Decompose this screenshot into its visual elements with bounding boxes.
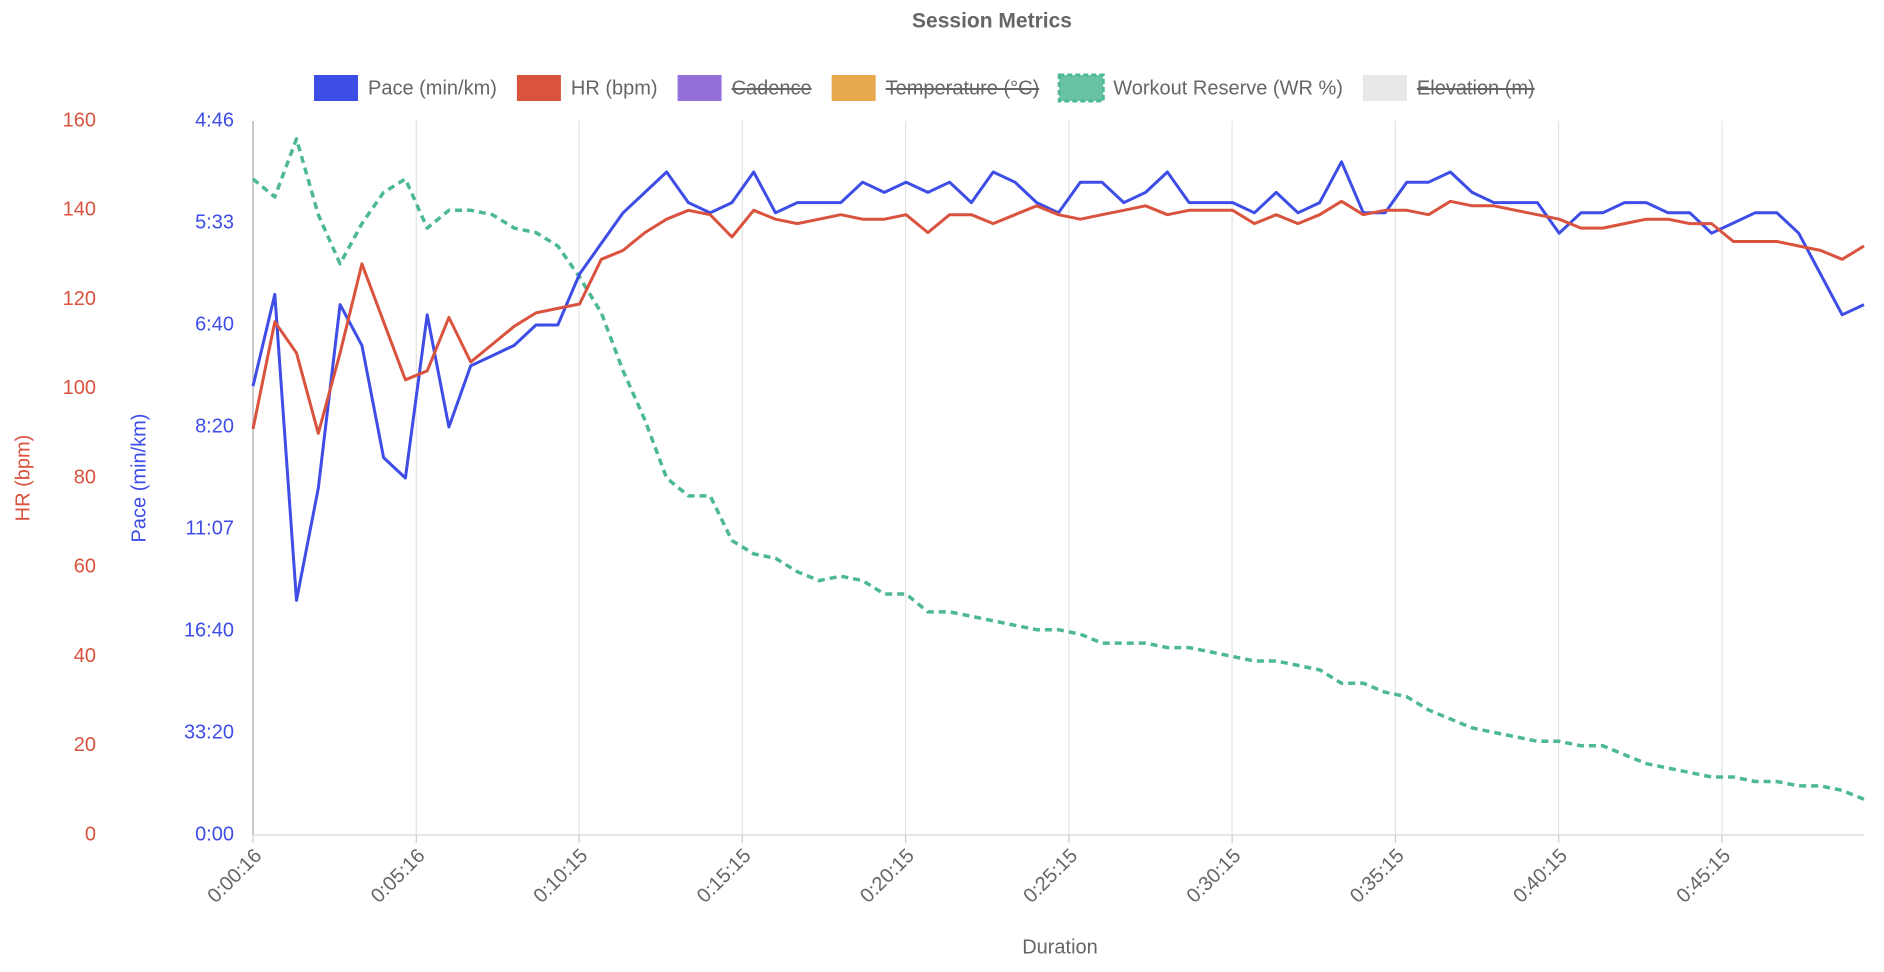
x-tick-label: 0:20:15 [856, 845, 919, 908]
y2-tick-label: 120 [63, 288, 96, 310]
x-tick-label: 0:30:15 [1183, 845, 1246, 908]
legend-label: Workout Reserve (WR %) [1113, 77, 1343, 99]
legend-swatch [516, 75, 561, 101]
legend-item: Cadence [677, 75, 812, 101]
x-tick-label: 0:40:15 [1509, 845, 1572, 908]
y2-axis-title: HR (bpm) [12, 435, 34, 522]
legend-item: Temperature (°C) [831, 75, 1040, 101]
y-tick-label: 8:20 [195, 415, 234, 437]
series-line [251, 160, 1865, 602]
y2-tick-label: 160 [63, 109, 96, 131]
x-tick-label: 0:25:15 [1019, 845, 1082, 908]
y-tick-label: 11:07 [185, 517, 234, 539]
legend-item: Pace (min/km) [314, 75, 497, 101]
y-tick-label: 6:40 [195, 313, 234, 335]
legend-item: HR (bpm) [516, 75, 658, 101]
y2-tick-label: 80 [74, 466, 96, 488]
legend-swatch [314, 75, 358, 101]
series-line [251, 137, 1865, 801]
y-tick-label: 0:00 [195, 823, 234, 845]
y2-tick-label: 20 [74, 734, 96, 756]
legend-label: Pace (min/km) [368, 77, 497, 99]
y2-tick-label: 100 [63, 377, 96, 399]
y-tick-label: 33:20 [184, 721, 234, 743]
legend-swatch [677, 75, 722, 101]
y2-tick-label: 40 [74, 645, 96, 667]
y2-tick-label: 140 [63, 199, 96, 221]
x-tick-label: 0:45:15 [1672, 845, 1735, 908]
y-tick-label: 4:46 [195, 109, 234, 131]
legend-item: Elevation (m) [1362, 75, 1535, 101]
x-tick-label: 0:00:16 [204, 845, 267, 908]
series-line [251, 199, 1865, 435]
legend-swatch [1362, 75, 1407, 101]
y2-tick-label: 60 [74, 556, 96, 578]
legend-item: Workout Reserve (WR %) [1057, 73, 1343, 103]
legend-swatch [831, 75, 876, 101]
x-tick-label: 0:10:15 [530, 845, 593, 908]
legend-label: HR (bpm) [571, 77, 658, 99]
legend-swatch [1057, 73, 1105, 103]
x-tick-label: 0:35:15 [1346, 845, 1409, 908]
y-tick-label: 16:40 [184, 619, 234, 641]
y2-tick-label: 0 [85, 823, 96, 845]
x-tick-label: 0:05:16 [367, 845, 430, 908]
x-axis-title: Duration [1022, 936, 1098, 958]
x-tick-label: 0:15:15 [693, 845, 756, 908]
y-axis-title: Pace (min/km) [128, 414, 150, 543]
y-tick-label: 5:33 [195, 211, 234, 233]
chart-title: Session Metrics [912, 10, 1072, 33]
